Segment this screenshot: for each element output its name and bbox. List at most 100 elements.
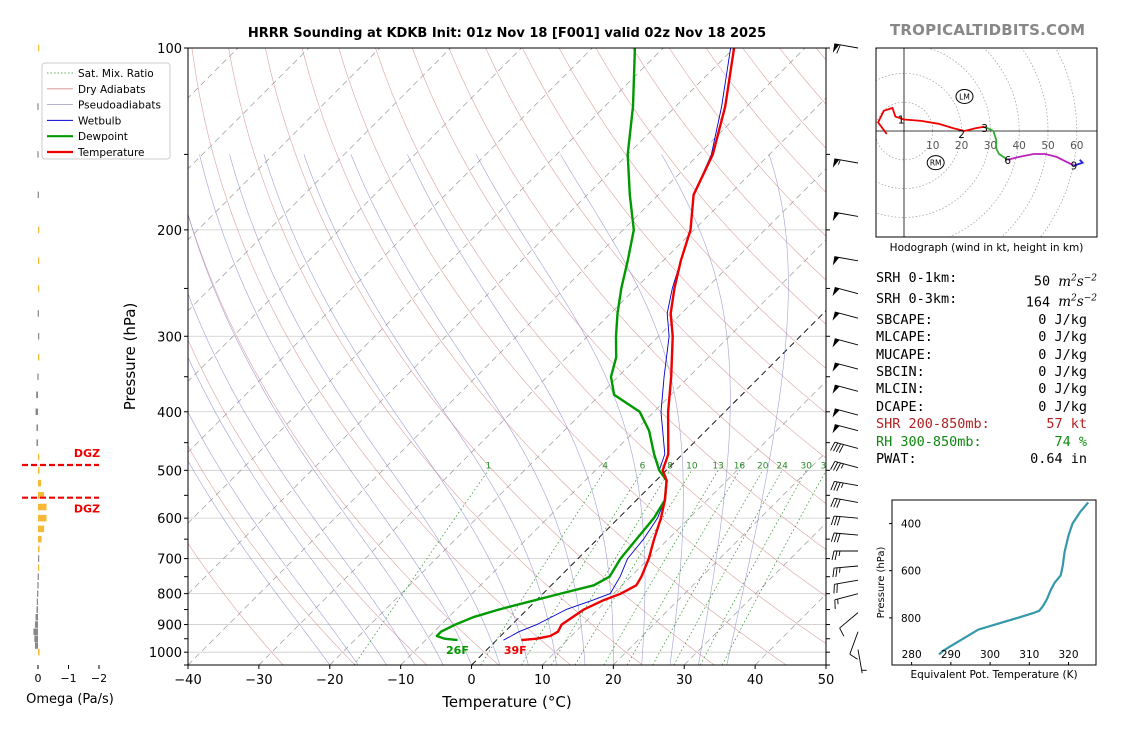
omega-bar <box>38 479 42 487</box>
omega-bar <box>37 151 39 158</box>
mixing-ratio-line <box>550 470 671 665</box>
omega-bar <box>38 44 40 52</box>
barb-half <box>840 482 844 488</box>
wind-barb <box>830 480 859 492</box>
legend: Sat. Mix. Ratio Dry Adiabats Pseudoadiabat… <box>41 62 171 160</box>
barb-staff <box>834 593 859 601</box>
theta-e-line <box>938 501 1090 656</box>
storm-motion-label: RM <box>930 159 942 168</box>
barb-full <box>838 444 844 453</box>
omega-bar <box>38 648 40 656</box>
y-tick-label: 1000 <box>149 646 182 661</box>
mixing-ratio-label: 13 <box>712 461 723 471</box>
barb-full <box>836 533 841 543</box>
mixing-ratio-label: 24 <box>776 461 788 471</box>
mixing-ratio-label: 20 <box>757 461 769 471</box>
parameter-row: SRH 0-3km: 164 m2s−2 <box>876 291 1106 312</box>
barb-staff <box>834 497 859 503</box>
x-tick-label: 50 <box>818 673 835 688</box>
hodo-ring-label: 40 <box>1013 140 1026 152</box>
dry-adiabat <box>188 445 356 665</box>
legend-entry: Sat. Mix. Ratio <box>78 68 154 80</box>
omega-bar <box>37 573 39 580</box>
barb-full <box>833 516 838 526</box>
barb-full <box>835 462 842 472</box>
parameter-label: SRH 0-3km: <box>876 290 958 307</box>
barb-half <box>838 550 841 557</box>
barb-full <box>849 653 858 660</box>
y-tick-label: 800 <box>157 588 182 603</box>
omega-bar <box>36 606 38 613</box>
pseudoadiabat <box>263 154 529 665</box>
parameter-label: RH 300-850mb: <box>876 433 982 450</box>
mixing-ratio-line <box>574 470 693 665</box>
hodo-ring-label: 50 <box>1041 140 1054 152</box>
parameter-label: MLCIN: <box>876 381 925 398</box>
wind-barbs <box>830 43 867 674</box>
omega-bar <box>33 628 38 635</box>
parameter-row: SBCAPE: 0 J/kg <box>876 312 1106 329</box>
barb-staff <box>834 338 859 346</box>
parameter-label: SBCIN: <box>876 364 925 381</box>
omega-bar <box>38 226 40 234</box>
wind-barb <box>839 612 859 637</box>
hodo-ring-label: 60 <box>1070 140 1083 152</box>
omega-bar <box>38 555 40 562</box>
mixing-ratio-line <box>626 470 740 665</box>
barb-full <box>830 515 835 525</box>
wind-barb <box>832 362 859 372</box>
dry-adiabat <box>191 48 571 665</box>
omega-bar <box>34 621 38 628</box>
theta-x-tick-label: 290 <box>941 649 961 661</box>
legend-entry: Pseudoadiabats <box>78 100 161 112</box>
dry-adiabat <box>188 213 499 665</box>
wind-barb <box>857 649 867 674</box>
hodograph-clip: 10 20 30 40 50 60 1 2 3 6 9 LM RM <box>876 48 1097 237</box>
hodo-height-label: 1 <box>898 114 905 126</box>
mixing-ratio-label: 4 <box>602 461 608 471</box>
omega-bar <box>38 354 40 361</box>
dewpoint-line <box>435 48 668 642</box>
barb-full <box>830 481 835 491</box>
barb-full <box>836 482 841 492</box>
parameter-value: 0.64 in <box>1030 451 1087 468</box>
omega-bar <box>38 564 40 572</box>
wind-barb <box>832 256 859 266</box>
parameter-row: SBCIN: 0 J/kg <box>876 364 1106 381</box>
mixing-ratio-line <box>354 470 489 665</box>
parameter-row: MLCIN: 0 J/kg <box>876 381 1106 398</box>
parameter-value: 0 J/kg <box>1038 381 1087 398</box>
barb-staff <box>834 424 859 432</box>
barb-full <box>836 499 841 508</box>
omega-bar <box>35 408 38 416</box>
wind-barb <box>833 579 859 594</box>
barb-staff <box>834 515 859 519</box>
skewt-profiles: 26F 39F <box>435 48 736 657</box>
mixing-ratio-line <box>699 470 807 665</box>
storm-motion-marker <box>926 155 945 171</box>
mixing-ratio-line <box>652 470 764 665</box>
omega-bar <box>37 373 39 380</box>
omega-bar <box>36 598 38 605</box>
parameter-value: 0 J/kg <box>1038 346 1087 363</box>
mixing-ratio-label: 8 <box>667 461 673 471</box>
surface-dewpoint-label: 26F <box>446 644 469 657</box>
barb-staff <box>834 579 859 585</box>
hodograph-frame <box>875 47 1098 238</box>
barb-staff <box>834 311 859 319</box>
omega-bar <box>36 424 38 431</box>
surface-temperature-label: 39F <box>504 644 527 657</box>
parameter-label: SRH 0-1km: <box>876 270 958 286</box>
mixing-ratio-label: 16 <box>734 461 746 471</box>
pseudoadiabat <box>407 154 614 665</box>
pseudoadiabat <box>726 154 789 665</box>
wind-barb <box>834 593 859 610</box>
omega-bar <box>34 642 38 649</box>
barb-staff <box>839 612 859 629</box>
pseudoadiabat <box>475 154 646 665</box>
wind-barb <box>830 515 859 526</box>
pseudoadiabat <box>229 154 501 665</box>
barb-staff <box>834 408 859 416</box>
barb-full <box>830 498 835 507</box>
